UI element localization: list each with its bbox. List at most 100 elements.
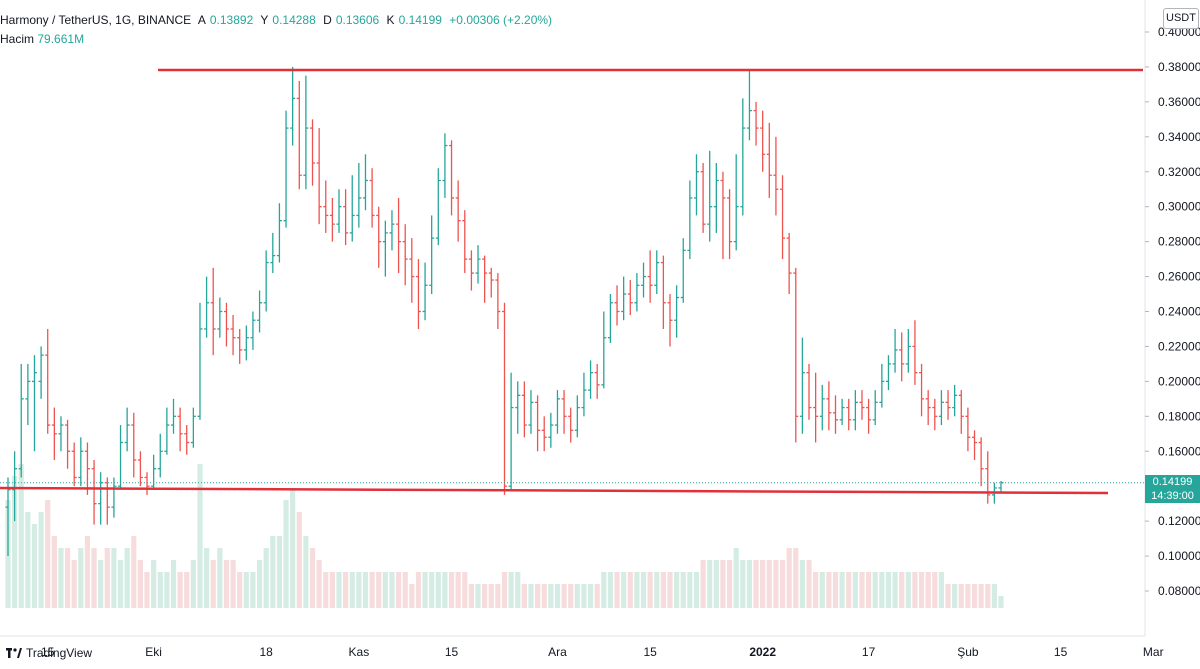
ohlc-bar (91, 459, 97, 525)
time-tick-label: Kas (349, 645, 370, 659)
price-tick-label: 0.22000 (1158, 339, 1200, 353)
ohlc-bar (508, 372, 514, 490)
ohlc-bar (680, 238, 686, 303)
ohlc-bar (488, 267, 494, 298)
volume-bar (601, 572, 607, 608)
volume-bar (971, 584, 978, 608)
ohlc-bar (58, 416, 64, 452)
price-tick-label: 0.08000 (1158, 584, 1200, 598)
price-tick-label: 0.12000 (1158, 514, 1200, 528)
price-tick-label: 0.38000 (1158, 60, 1200, 74)
volume-bar (170, 560, 177, 608)
ohlc-bar (184, 425, 190, 455)
ohlc-bar (674, 285, 680, 338)
ohlc-bar (621, 276, 627, 321)
volume-bar (978, 584, 984, 608)
volume-bar (985, 584, 991, 608)
ohlc-bar (237, 328, 243, 364)
ohlc-bar (938, 390, 944, 426)
volume-bar (568, 584, 574, 608)
volume-bar (343, 572, 349, 608)
ohlc-bar (912, 320, 918, 385)
ohlc-bar (588, 360, 594, 399)
ohlc-bar (495, 273, 501, 329)
close-label: K (386, 13, 395, 27)
price-tick-label: 0.24000 (1158, 305, 1200, 319)
ohlc-bar (455, 180, 461, 242)
volume-bar (614, 572, 620, 608)
volume-bar (435, 572, 441, 608)
volume-bar (144, 572, 150, 608)
volume-bar (832, 572, 839, 608)
volume-bar (323, 572, 329, 608)
volume-bar (117, 560, 124, 608)
ohlc-bar (833, 395, 838, 434)
volume-bar (462, 572, 468, 608)
volume-bar (826, 572, 832, 608)
ohlc-bar (362, 154, 368, 211)
ohlc-bar (594, 363, 600, 399)
ohlc-bar (250, 311, 256, 350)
volume-bar (912, 572, 918, 608)
ohlc-bar (786, 232, 792, 295)
ohlc-bar (164, 407, 170, 455)
volume-bar (349, 572, 355, 608)
volume-bar (409, 584, 415, 608)
volume-bar (151, 560, 157, 608)
ohlc-bar (71, 442, 77, 487)
volume-bar (846, 572, 852, 608)
ohlc-bar (118, 425, 124, 490)
tradingview-logo-icon (6, 648, 22, 658)
ohlc-bar (25, 363, 31, 426)
last-price-tag: 0.14199 14:39:00 (1145, 475, 1200, 503)
price-tick-label: 0.36000 (1158, 95, 1200, 109)
volume-bar (700, 560, 706, 608)
volume-bar (283, 500, 289, 608)
ohlc-bar (349, 175, 355, 242)
volume-bar (753, 560, 759, 608)
ohlc-bar (866, 398, 872, 434)
volume-bar (918, 572, 925, 608)
ohlc-bar (84, 442, 90, 495)
volume-bar (654, 572, 660, 608)
volume-bar (64, 548, 71, 608)
volume-bar (382, 572, 388, 608)
ohlc-bar (12, 451, 18, 522)
brand-name: TradingView (26, 646, 93, 660)
volume-bar (952, 584, 958, 608)
volume-bar (707, 560, 713, 608)
ohlc-bar (660, 255, 666, 329)
price-tick-label: 0.32000 (1158, 165, 1200, 179)
ohlc-bar (111, 477, 117, 518)
time-tick-label: 15 (41, 645, 55, 659)
ohlc-bar (45, 328, 51, 434)
volume-bar (627, 572, 633, 608)
volume-bar (554, 584, 561, 608)
ohlc-bar (356, 163, 362, 228)
volume-bar (965, 584, 971, 608)
tradingview-brand[interactable]: TradingView (6, 646, 92, 660)
price-tick-label: 0.16000 (1158, 444, 1200, 458)
ohlc-bar (634, 273, 640, 312)
volume-bar (581, 584, 587, 608)
price-tick-label: 0.20000 (1158, 374, 1200, 388)
open-value: 0.13892 (209, 13, 254, 27)
ohlc-bar (217, 297, 223, 338)
volume-bar (71, 560, 77, 608)
ohlc-bar (654, 250, 660, 295)
high-value: 0.14288 (272, 13, 316, 27)
ohlc-bar (773, 136, 779, 216)
ohlc-bar (753, 101, 759, 146)
volume-bar (693, 572, 700, 608)
ohlc-bar (369, 168, 375, 228)
close-value: 0.14199 (398, 13, 442, 27)
volume-bar (316, 560, 322, 608)
currency-button[interactable]: USDT (1163, 8, 1199, 29)
volume-bar (395, 572, 402, 608)
volume-bar (31, 524, 38, 608)
time-tick-label: 15 (445, 645, 459, 659)
ohlc-bar (740, 98, 746, 216)
volume-bar (429, 572, 435, 608)
volume-bar (12, 476, 18, 608)
